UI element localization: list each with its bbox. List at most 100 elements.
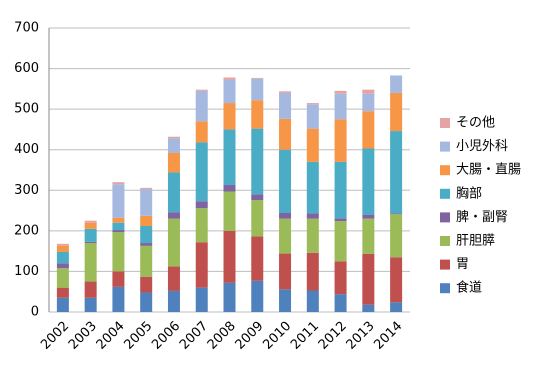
bar-segment (84, 222, 97, 229)
bar-segment (56, 251, 69, 264)
bar-segment (195, 142, 208, 202)
legend-swatch (440, 141, 450, 152)
bar-segment (362, 253, 375, 305)
bar-segment (306, 128, 319, 162)
x-tick-label: 2009 (233, 319, 267, 353)
bar-segment (112, 184, 125, 218)
bar-segment (195, 89, 208, 91)
bar-segment (306, 290, 319, 312)
bar-segment (334, 294, 347, 312)
bar-segment (167, 136, 180, 139)
bar-segment (56, 245, 69, 252)
bar-segment (251, 236, 264, 281)
y-tick-label: 200 (14, 223, 39, 238)
bar-segment (334, 161, 347, 219)
x-tick-label: 2004 (94, 319, 128, 353)
bar-segment (56, 263, 69, 269)
bar-segment (306, 161, 319, 214)
bar-segment (362, 93, 375, 112)
bar-segment (306, 218, 319, 253)
bar-segment (279, 92, 292, 119)
y-tick-label: 0 (31, 305, 39, 320)
bar-segment (56, 268, 69, 288)
bar-segment (390, 92, 403, 132)
legend-swatch (440, 259, 450, 270)
bar-segment (140, 225, 153, 244)
bar-segment (195, 121, 208, 143)
bar-segment (362, 111, 375, 149)
x-tick-label: 2010 (260, 319, 294, 353)
bar-segment (390, 257, 403, 303)
bar-segment (167, 218, 180, 267)
x-tick-label: 2011 (288, 319, 322, 353)
bar-segment (140, 245, 153, 277)
bar-segment (251, 78, 264, 101)
y-tick-label: 300 (14, 183, 39, 198)
bar-segment (362, 304, 375, 312)
bar-segment (112, 222, 125, 231)
bar-segment (56, 287, 69, 298)
legend-swatch (440, 212, 450, 223)
bar-segment (56, 243, 69, 246)
legend-label: 脾・副腎 (456, 210, 508, 225)
bar-segment (306, 103, 319, 105)
bar-segment (279, 218, 292, 254)
bar-segment (112, 232, 125, 272)
bar-segment (195, 208, 208, 243)
bar-segment (112, 286, 125, 312)
bar-segment (362, 89, 375, 94)
bar-segment (223, 230, 236, 283)
legend-label: 胸部 (456, 186, 482, 201)
bar-segment (306, 213, 319, 219)
y-tick-label: 100 (14, 264, 39, 279)
bar-segment (112, 230, 125, 233)
bar-segment (167, 172, 180, 213)
bar-segment (334, 218, 347, 222)
x-tick-label: 2007 (177, 319, 211, 353)
legend-swatch (440, 283, 450, 294)
bar-segment (251, 194, 264, 201)
bar-segment (223, 77, 236, 80)
bar-segment (334, 93, 347, 120)
legend-label: その他 (456, 116, 495, 131)
bar-segment (390, 213, 403, 215)
bar-segment (140, 189, 153, 216)
legend-swatch (440, 236, 450, 246)
bar-segment (195, 201, 208, 209)
bar-segment (84, 241, 97, 244)
bar-segment (167, 152, 180, 173)
y-tick-label: 700 (14, 21, 39, 36)
bar-segment (195, 242, 208, 288)
legend-label: 大腸・直腸 (456, 163, 521, 178)
bar-segment (279, 213, 292, 219)
bar-segment (251, 100, 264, 129)
bar-segment (251, 128, 264, 195)
bar-segment (279, 253, 292, 290)
bar-segment (195, 287, 208, 312)
bar-segment (140, 292, 153, 312)
legend-swatch (440, 118, 450, 128)
bar-segment (251, 200, 264, 237)
bar-segment (390, 302, 403, 312)
legend-label: 食道 (456, 280, 482, 296)
bar-segment (112, 182, 125, 185)
bar-segment (251, 280, 264, 312)
bar-segment (279, 289, 292, 312)
bar-segment (279, 149, 292, 214)
bar-segment (390, 131, 403, 214)
bar-segment (167, 138, 180, 153)
bar-segment (195, 90, 208, 122)
bar-segment (223, 191, 236, 231)
bar-segment (334, 261, 347, 295)
bar-segment (140, 187, 153, 190)
bar-segment (167, 290, 180, 312)
x-tick-label: 2002 (38, 319, 72, 353)
bar-segment (167, 212, 180, 219)
bar-segment (362, 148, 375, 215)
bar-segment (56, 297, 69, 312)
legend-label: 小児外科 (456, 139, 508, 154)
y-tick-label: 400 (14, 142, 39, 157)
bar-segment (390, 75, 403, 93)
bar-segment (223, 79, 236, 104)
